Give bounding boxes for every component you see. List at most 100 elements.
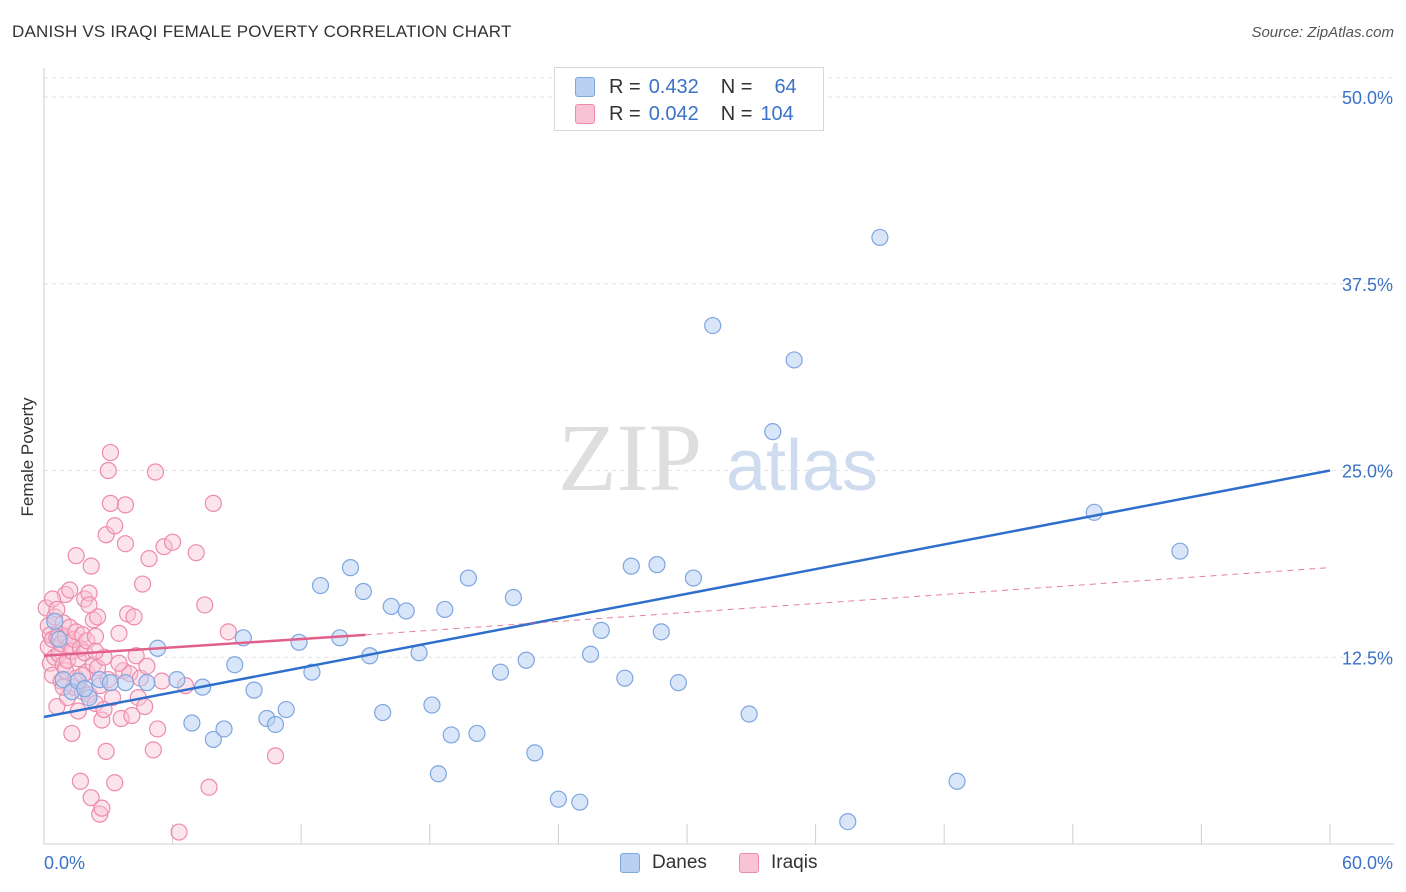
danes-point-36 [468,724,486,743]
danes-point-40 [526,744,544,762]
danes-point-44 [592,621,610,639]
danes-point-61 [50,630,68,648]
iraqis-point-96 [80,596,98,614]
danes-point-14 [226,656,244,674]
y-tick-label-3: 50.0% [1342,88,1393,108]
x-tick-labels: 0.0% 60.0% [44,853,1393,873]
bottom-legend: Danes Iraqis [0,852,1406,878]
iraqis-point-56 [97,742,115,760]
gridlines [44,77,1394,658]
y-tick-labels: 12.5% 25.0% 37.5% 50.0% [1342,88,1393,668]
watermark-zip: ZIP [558,404,702,511]
watermark: ZIP atlas [558,404,878,511]
danes-point-39 [517,651,535,669]
danes-point-0 [46,612,64,630]
danes-point-48 [652,623,670,641]
danes-point-10 [183,714,201,732]
iraqis-point-65 [110,624,128,642]
iraqis-point-20 [58,651,77,669]
iraqis-point-92 [219,623,237,641]
danes-point-18 [266,715,285,734]
danes-point-6 [101,674,120,692]
danes-swatch [575,77,595,97]
danes-point-13 [215,720,233,738]
danes-point-27 [374,703,392,722]
danes-point-58 [948,772,966,790]
legend-row-iraqis: R = 0.042 N = 104 [575,102,794,126]
danes-point-12 [204,730,222,749]
legend-row-danes: R = 0.432 N = 64 [575,75,797,99]
legend-n-value: 64 [774,75,797,98]
danes-point-49 [669,674,688,692]
source-label: Source: ZipAtlas.com [1251,24,1394,41]
iraqis-point-57 [97,526,115,544]
iraqis-swatch [739,853,759,873]
danes-point-29 [397,602,415,620]
iraqis-point-53 [93,711,111,729]
danes-trend-line [43,469,1331,719]
iraqis-point-102 [110,654,128,672]
legend-r-value: 0.432 [648,75,699,98]
iraqis-point-73 [125,608,143,626]
iraqis-point-89 [196,596,214,614]
legend-n-label: N = [720,75,753,98]
danes-point-7 [116,674,135,692]
iraqis-point-63 [106,774,124,792]
iraqis-point-84 [155,538,173,556]
danes-points [46,89,1189,831]
danes-point-42 [571,793,589,811]
iraqis-point-47 [86,627,105,645]
iraqis-point-82 [148,720,167,738]
x-tick-label-max: 60.0% [1342,853,1393,873]
iraqis-point-81 [146,463,165,481]
danes-point-45 [616,669,634,687]
y-tick-label-1: 25.0% [1342,462,1393,482]
x-tick-label-min: 0.0% [44,853,85,873]
danes-point-60 [1171,542,1189,560]
axes [43,68,1394,845]
danes-point-28 [382,597,400,616]
iraqis-point-69 [116,496,135,514]
iraqis-point-60 [101,443,120,462]
iraqis-point-66 [112,709,130,728]
iraqis-point-79 [140,550,158,568]
iraqis-point-68 [116,535,135,553]
trend-lines [43,469,1331,719]
iraqis-point-61 [101,494,120,512]
iraqis-swatch [575,104,595,124]
iraqis-point-95 [67,547,85,565]
danes-point-9 [168,671,186,689]
iraqis-point-59 [99,461,117,480]
danes-point-37 [491,663,510,681]
danes-point-52 [740,705,758,723]
danes-point-34 [442,726,460,744]
iraqis-point-85 [164,533,182,551]
legend-n-value: 104 [760,102,794,125]
legend-r-value: 0.042 [648,102,699,125]
iraqis-point-77 [133,575,152,593]
iraqis-trend-line [43,633,366,658]
iraqis-point-103 [136,697,154,716]
iraqis-point-0 [37,599,55,617]
iraqis-trend-extension [365,567,1331,636]
bottom-legend-iraqis[interactable]: Iraqis [739,852,817,874]
danes-point-63 [138,674,156,692]
danes-point-55 [785,351,803,369]
iraqis-point-93 [266,747,285,765]
danes-point-47 [648,556,666,574]
danes-point-20 [290,633,308,651]
danes-point-16 [245,681,263,699]
iraqis-point-88 [187,544,205,562]
legend-box: R = 0.432 N = 64 R = 0.042 N = 104 [554,67,824,131]
iraqis-point-33 [71,772,90,790]
iraqis-point-43 [82,789,100,807]
danes-point-54 [764,423,782,441]
watermark-atlas: atlas [726,426,878,506]
danes-point-41 [549,790,568,808]
danes-point-43 [581,645,600,663]
iraqis-point-64 [106,517,124,535]
iraqis-point-78 [138,657,156,675]
legend-n-label: N = [720,102,753,125]
bottom-legend-danes[interactable]: Danes [620,852,707,874]
